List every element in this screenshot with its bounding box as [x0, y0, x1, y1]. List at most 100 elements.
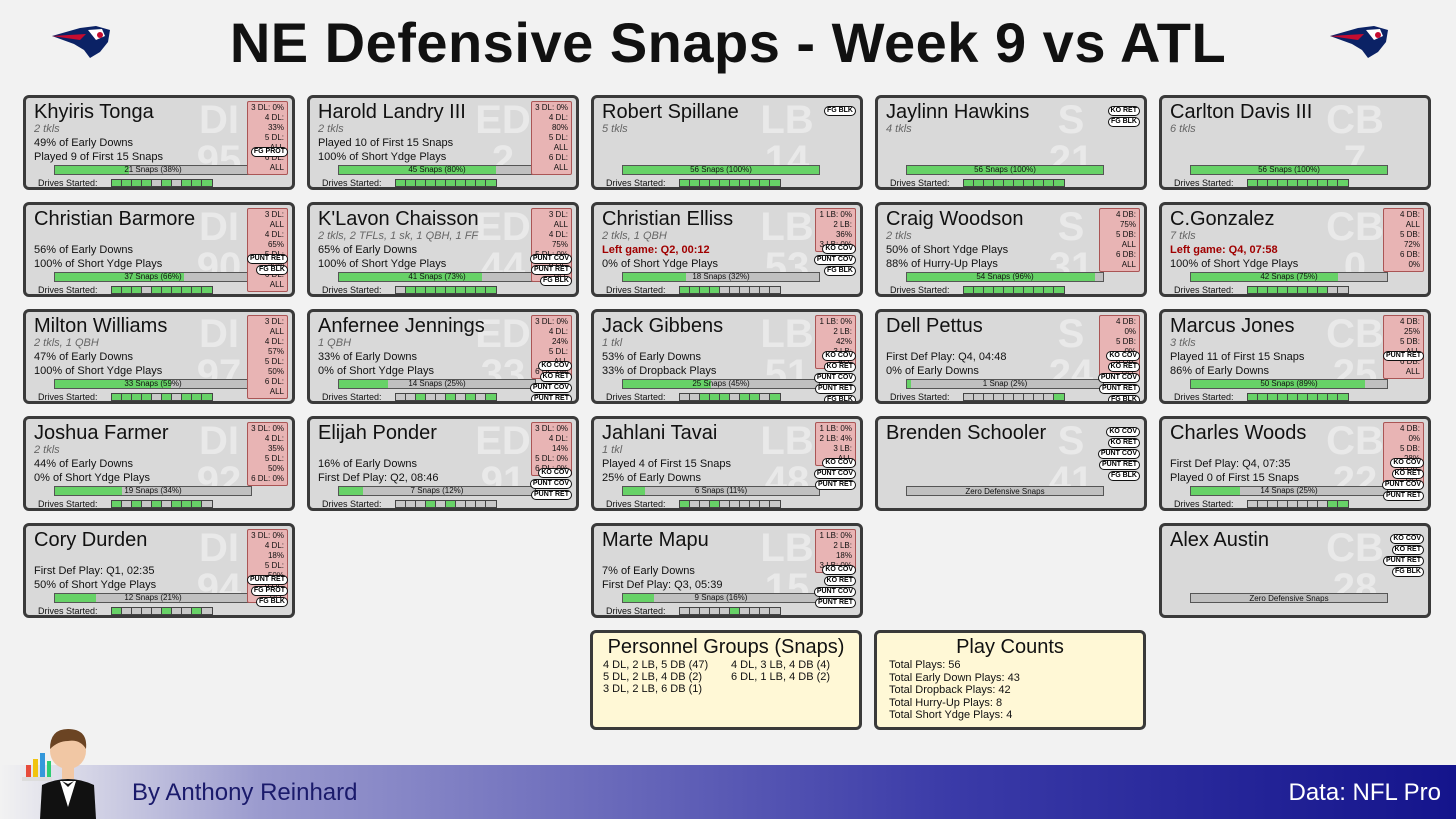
- position-share-box: 3 DL: 0% 4 DL: 80% 5 DL: ALL 6 DL: ALL: [531, 101, 572, 175]
- drive-segment: [750, 501, 760, 507]
- drive-segment: [700, 608, 710, 614]
- player-name: Elijah Ponder: [318, 422, 437, 444]
- drive-segment: [700, 287, 710, 293]
- drive-segment: [750, 287, 760, 293]
- special-teams-badge: PUNT COV: [529, 254, 572, 264]
- drive-segment: [396, 180, 406, 186]
- drive-segment: [1278, 287, 1288, 293]
- snap-bar: 56 Snaps (100%): [1190, 165, 1388, 175]
- snap-bar: 45 Snaps (80%): [338, 165, 536, 175]
- drives-bar: [963, 179, 1065, 187]
- player-card: S 31 Craig Woodson 2 tkls 50% of Short Ydge …: [875, 202, 1147, 297]
- drives-label: Drives Started:: [1174, 178, 1234, 188]
- drives-bar: [679, 500, 781, 508]
- drive-segment: [142, 501, 152, 507]
- drive-segment: [1014, 180, 1024, 186]
- drive-segment: [416, 394, 426, 400]
- snap-bar-fill: [907, 380, 911, 388]
- snap-bar: 54 Snaps (96%): [906, 272, 1104, 282]
- drive-segment: [172, 501, 182, 507]
- snap-bar-fill: [339, 380, 388, 388]
- drive-segment: [710, 394, 720, 400]
- drive-segment: [486, 180, 496, 186]
- special-teams-badge: PUNT RET: [1099, 460, 1140, 470]
- position-label: S: [1057, 98, 1085, 142]
- drive-segment: [476, 394, 486, 400]
- zero-snaps-bar: Zero Defensive Snaps: [906, 486, 1104, 496]
- drive-segment: [182, 287, 192, 293]
- drive-segment: [1308, 287, 1318, 293]
- position-share-box: 1 LB: 0%2 LB: 4%3 LB: ALL: [815, 422, 856, 466]
- drives-bar: [111, 286, 213, 294]
- position-label: ED: [475, 98, 531, 142]
- drive-segment: [182, 180, 192, 186]
- drive-segment: [760, 180, 770, 186]
- snap-bar-fill: [1191, 166, 1387, 174]
- snap-bar: 14 Snaps (25%): [338, 379, 536, 389]
- drive-segment: [122, 287, 132, 293]
- special-teams-badge: KO RET: [1107, 362, 1140, 372]
- special-teams-badge: PUNT RET: [247, 254, 288, 264]
- drive-segment: [690, 608, 700, 614]
- snap-bar: 1 Snap (2%): [906, 379, 1104, 389]
- drive-segment: [1004, 180, 1014, 186]
- drive-segment: [1044, 287, 1054, 293]
- player-card: CB 25 Marcus Jones 3 tkls Played 11 of First…: [1159, 309, 1431, 404]
- note-line: Played 10 of First 15 Snaps: [318, 137, 454, 149]
- zero-snaps-bar: Zero Defensive Snaps: [1190, 593, 1388, 603]
- player-name: Cory Durden: [34, 529, 148, 551]
- position-share: 6 DL: 0%: [251, 474, 284, 483]
- drive-segment: [152, 394, 162, 400]
- note-line: Left game: Q4, 07:58: [1170, 244, 1278, 256]
- player-name: Dell Pettus: [886, 315, 983, 337]
- position-label: DI: [199, 98, 239, 142]
- player-stats: 2 tkls, 1 QBH: [34, 337, 99, 349]
- author-credit: By Anthony Reinhard: [132, 779, 358, 806]
- snap-bar: 56 Snaps (100%): [622, 165, 820, 175]
- snap-bar-fill: [623, 594, 655, 602]
- drive-segment: [720, 394, 730, 400]
- special-teams-badge: PUNT COV: [813, 373, 856, 383]
- position-share: 1 LB: 0%: [819, 317, 852, 326]
- snap-bar-fill: [55, 594, 97, 602]
- drive-segment: [192, 287, 202, 293]
- drive-segment: [1004, 394, 1014, 400]
- drive-segment: [1258, 287, 1268, 293]
- position-label: ED: [475, 419, 531, 463]
- note-line: 33% of Early Downs: [318, 351, 418, 363]
- snap-count: 56 Snaps (100%): [690, 165, 752, 174]
- snap-count: 7 Snaps (12%): [410, 486, 464, 495]
- drive-segment: [700, 180, 710, 186]
- special-teams-badges: KO COV KO RET PUNT COV PUNT RET: [1381, 458, 1424, 501]
- personnel-item: 4 DL, 3 LB, 4 DB (4): [731, 659, 831, 671]
- player-name: Alex Austin: [1170, 529, 1269, 551]
- drive-segment: [710, 180, 720, 186]
- special-teams-badges: KO RET FG BLK: [1107, 106, 1140, 127]
- snap-bar-fill: [907, 166, 1103, 174]
- player-card: DI 90 Christian Barmore 56% of Early Downs 1…: [23, 202, 295, 297]
- drive-segment: [396, 287, 406, 293]
- special-teams-badge: PUNT COV: [529, 383, 572, 393]
- drive-segment: [202, 608, 212, 614]
- drive-segment: [1298, 501, 1308, 507]
- position-share: 3 DL: ALL: [548, 210, 568, 229]
- drives-bar: [1247, 500, 1349, 508]
- drive-segment: [192, 180, 202, 186]
- drive-segment: [1054, 287, 1064, 293]
- drives-bar: [1247, 393, 1349, 401]
- drive-segment: [142, 608, 152, 614]
- player-card: S 41 Brenden Schooler Zero Defensive Snaps K…: [875, 416, 1147, 511]
- footer-banner: By Anthony Reinhard Data: NFL Pro: [0, 765, 1456, 819]
- note-line: 88% of Hurry-Up Plays: [886, 258, 998, 270]
- position-label: ED: [475, 312, 531, 356]
- drive-segment: [1328, 180, 1338, 186]
- position-share: 4 DB: 75%: [1115, 210, 1136, 229]
- drive-segment: [466, 501, 476, 507]
- player-card: CB 0 C.Gonzalez 7 tkls Left game: Q4, 07:58 1…: [1159, 202, 1431, 297]
- special-teams-badge: FG PROT: [250, 147, 288, 157]
- drive-segment: [122, 180, 132, 186]
- position-share: 6 DL: ALL: [264, 153, 284, 172]
- drive-segment: [730, 608, 740, 614]
